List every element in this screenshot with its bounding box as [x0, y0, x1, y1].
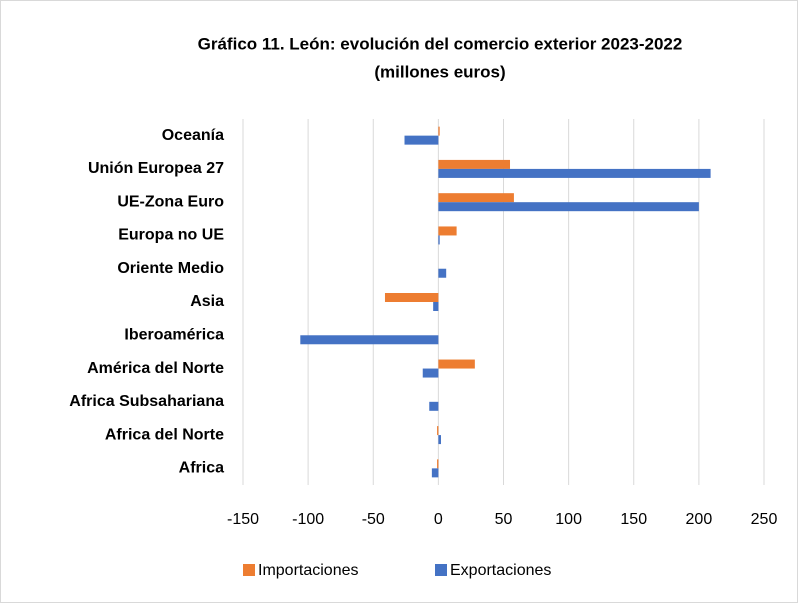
x-tick-label: -150	[227, 511, 259, 528]
y-tick-label: Oceanía	[162, 127, 224, 144]
bar	[422, 368, 439, 378]
chart-subtitle: (millones euros)	[374, 62, 505, 81]
bar	[438, 168, 711, 178]
y-tick-label: UE-Zona Euro	[117, 193, 224, 210]
bar	[437, 459, 439, 469]
bar	[438, 126, 440, 136]
y-tick-label: Unión Europea 27	[88, 160, 224, 177]
y-tick-label: América del Norte	[87, 360, 224, 377]
bar	[438, 435, 441, 445]
x-tick-label: 200	[686, 511, 713, 528]
bar	[438, 159, 511, 169]
bar	[404, 135, 439, 145]
x-tick-label: 150	[620, 511, 647, 528]
x-tick-label: 100	[555, 511, 582, 528]
y-tick-label: Africa	[179, 460, 224, 477]
bar	[438, 202, 699, 212]
x-tick-label: -100	[292, 511, 324, 528]
legend-label: Importaciones	[258, 562, 359, 579]
y-tick-label: Europa no UE	[118, 227, 224, 244]
legend-label: Exportaciones	[450, 562, 551, 579]
bar	[438, 226, 457, 236]
y-tick-label: Africa Subsahariana	[69, 393, 224, 410]
bar	[433, 302, 439, 311]
x-tick-label: 0	[434, 511, 443, 528]
bar	[384, 293, 439, 302]
chart-title: Gráfico 11. León: evolución del comercio…	[198, 34, 683, 53]
bar	[438, 359, 475, 369]
bar	[438, 193, 514, 203]
bar	[437, 426, 439, 436]
bar	[438, 268, 447, 278]
y-tick-label: Iberoamérica	[124, 326, 224, 343]
y-tick-label: Africa del Norte	[105, 426, 224, 443]
x-tick-label: -50	[362, 511, 385, 528]
y-tick-label: Asia	[190, 293, 224, 310]
bar	[438, 235, 440, 245]
legend-swatch	[243, 564, 255, 576]
x-tick-label: 250	[751, 511, 778, 528]
x-tick-label: 50	[495, 511, 513, 528]
bar	[429, 401, 439, 411]
bar	[300, 335, 439, 345]
y-tick-label: Oriente Medio	[117, 260, 224, 277]
legend-swatch	[435, 564, 447, 576]
bar	[431, 468, 439, 478]
